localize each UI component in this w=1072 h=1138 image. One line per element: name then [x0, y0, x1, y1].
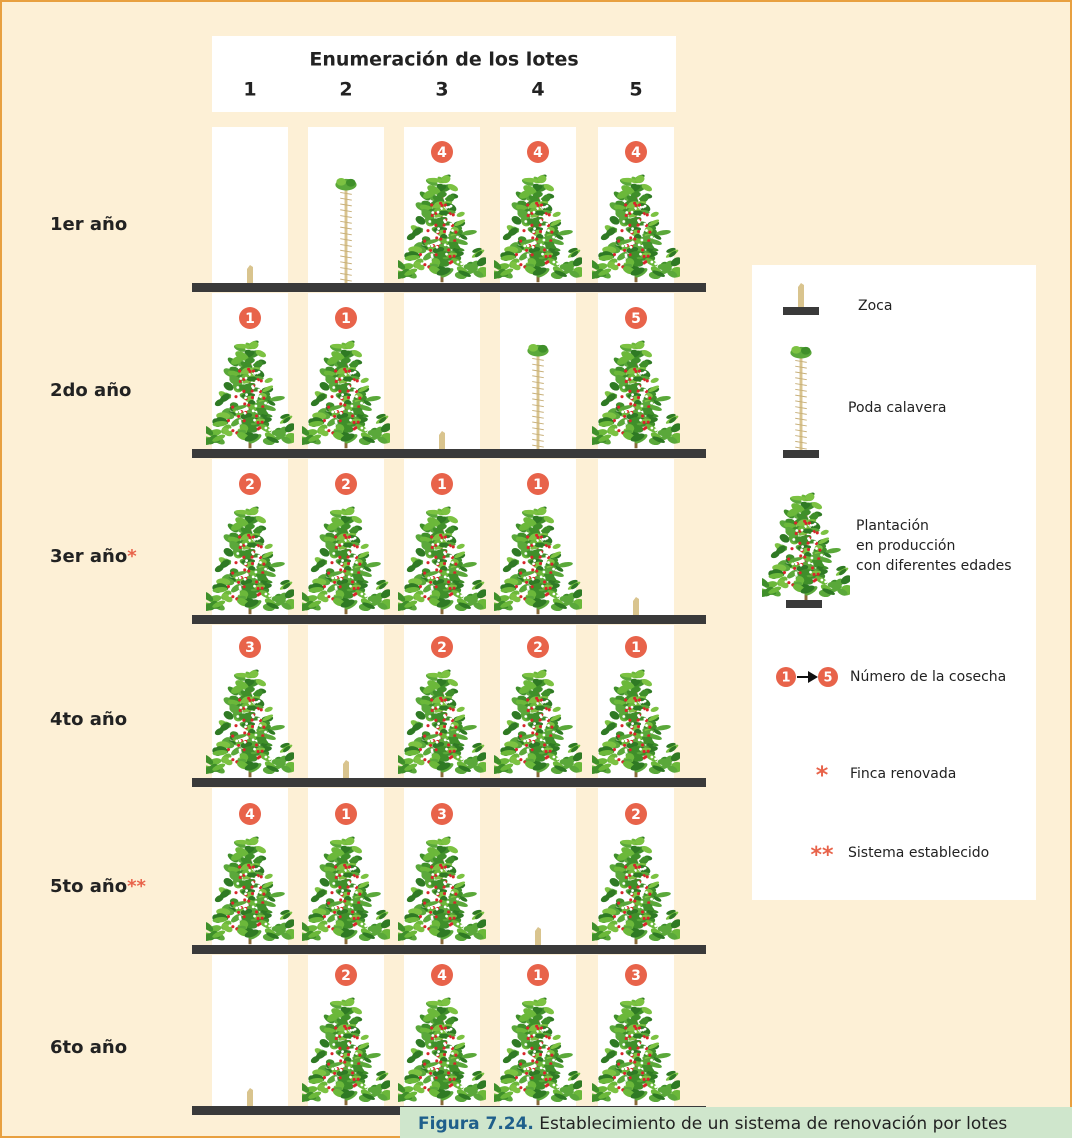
harvest-number: 3: [631, 968, 641, 984]
harvest-number: 4: [437, 145, 447, 161]
harvest-number: 2: [631, 807, 641, 823]
harvest-number: 2: [341, 968, 351, 984]
legend-zoca-icon: [798, 283, 804, 307]
harvest-number: 4: [245, 807, 255, 823]
row-label: 4to año: [50, 709, 127, 730]
legend-renovada: Finca renovada: [850, 766, 956, 782]
shelf: [192, 449, 706, 458]
harvest-number: 1: [437, 477, 447, 493]
harvest-number: 2: [533, 640, 543, 656]
harvest-number: 2: [341, 477, 351, 493]
row-label: 3er año*: [50, 546, 137, 567]
legend-zoca: Zoca: [858, 298, 892, 314]
lot-column: [500, 788, 576, 945]
lot-number: 3: [435, 79, 448, 101]
row-mark: *: [127, 546, 137, 567]
harvest-number: 1: [533, 477, 543, 493]
legend-harvest-to: 5: [823, 671, 832, 686]
harvest-number: 1: [245, 311, 255, 327]
row-label: 2do año: [50, 380, 131, 401]
harvest-number: 1: [533, 968, 543, 984]
lot-column: [598, 459, 674, 615]
row-label: 5to año**: [50, 876, 147, 897]
shelf: [192, 615, 706, 624]
legend-asterisks: **: [810, 843, 834, 868]
row-label-text: 4to año: [50, 709, 127, 730]
lot-column: [308, 625, 384, 778]
legend-plant: Plantación: [856, 518, 929, 534]
row-label-text: 5to año: [50, 876, 127, 897]
header-title: Enumeración de los lotes: [309, 49, 578, 71]
harvest-number: 5: [631, 311, 641, 327]
caption-text: Establecimiento de un sistema de renovac…: [534, 1114, 1008, 1134]
harvest-number: 4: [631, 145, 641, 161]
shelf: [192, 283, 706, 292]
lot-number: 1: [243, 79, 256, 101]
row-label-text: 2do año: [50, 380, 131, 401]
caption-label: Figura 7.24.: [418, 1114, 534, 1134]
row-label-text: 1er año: [50, 214, 127, 235]
diagram: Enumeración de los lotes 444115221132214…: [0, 0, 1072, 1138]
header-box: [212, 36, 676, 112]
row-label-text: 6to año: [50, 1037, 127, 1058]
row-label: 1er año: [50, 214, 127, 235]
row-mark: **: [127, 876, 146, 897]
legend-shelf: [786, 600, 822, 608]
row-label: 6to año: [50, 1037, 127, 1058]
harvest-number: 1: [341, 807, 351, 823]
row-label-text: 3er año: [50, 546, 127, 567]
legend-establecido: Sistema establecido: [848, 845, 989, 861]
harvest-number: 3: [437, 807, 447, 823]
harvest-number: 1: [341, 311, 351, 327]
shelf: [192, 945, 706, 954]
harvest-number: 4: [437, 968, 447, 984]
legend-poda: Poda calavera: [848, 400, 946, 416]
harvest-number: 2: [437, 640, 447, 656]
lot-column: [212, 127, 288, 283]
legend-shelf: [783, 307, 819, 315]
legend-plant: en producción: [856, 538, 955, 554]
legend-shelf: [783, 450, 819, 458]
harvest-number: 3: [245, 640, 255, 656]
legend-harvest-from: 1: [781, 671, 790, 686]
lot-column: [212, 955, 288, 1106]
legend-asterisk: *: [816, 761, 829, 789]
legend-plant: con diferentes edades: [856, 558, 1012, 574]
lot-number: 2: [339, 79, 352, 101]
caption: Figura 7.24. Establecimiento de un siste…: [418, 1114, 1007, 1134]
harvest-number: 4: [533, 145, 543, 161]
lot-number: 5: [629, 79, 642, 101]
shelf: [192, 778, 706, 787]
harvest-number: 1: [631, 640, 641, 656]
harvest-number: 2: [245, 477, 255, 493]
legend-harvest: Número de la cosecha: [850, 669, 1006, 685]
lot-number: 4: [531, 79, 544, 101]
lot-column: [404, 293, 480, 449]
grid: 4 4 4 1 1 5 2 2 1 1 3 2 2 1 4 1 3 2 2 4 1 3: [192, 127, 706, 1115]
